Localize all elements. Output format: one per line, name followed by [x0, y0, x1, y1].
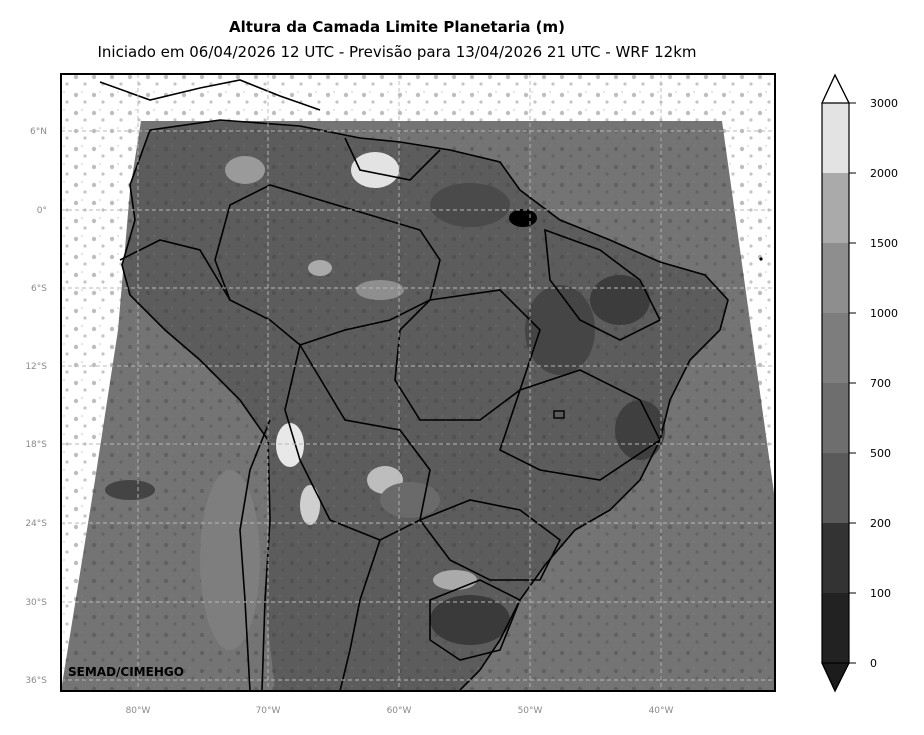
- longitude-labels: 80°W 70°W 60°W 50°W 40°W: [126, 706, 674, 716]
- lat-tick-label: 12°S: [25, 362, 47, 372]
- lat-tick-label: 24°S: [25, 519, 47, 529]
- colorbar-label: 700: [870, 377, 891, 390]
- political-borders: [99, 79, 729, 691]
- colorbar-label: 1500: [870, 237, 898, 250]
- colorbar-segments: [822, 103, 849, 663]
- lon-tick-label: 70°W: [256, 706, 281, 716]
- colorbar-max-extend: [821, 73, 850, 104]
- graticule: [61, 74, 775, 691]
- colorbar-segment: [822, 453, 849, 523]
- lon-tick-label: 40°W: [649, 706, 674, 716]
- colorbar-ticks: [849, 102, 856, 664]
- map-title: Altura da Camada Limite Planetaria (m): [228, 18, 566, 36]
- colorbar-label: 1000: [870, 307, 898, 320]
- colorbar-label: 500: [870, 447, 891, 460]
- lat-tick-label: 30°S: [25, 598, 47, 608]
- map-field: SEMAD/CIMEHGO: [61, 74, 775, 691]
- lat-tick-label: 0°: [37, 206, 47, 216]
- colorbar-min-extend: [821, 662, 850, 693]
- colorbar-label: 0: [870, 657, 877, 670]
- colorbar-segment: [822, 593, 849, 663]
- watermark-label: SEMAD/CIMEHGO: [68, 665, 184, 679]
- lat-tick-label: 18°S: [25, 440, 47, 450]
- latitude-labels: 6°N 0° 6°S 12°S 18°S 24°S 30°S 36°S: [25, 127, 47, 686]
- colorbar-label: 200: [870, 517, 891, 530]
- colorbar-segment: [822, 523, 849, 593]
- lat-tick-label: 6°S: [31, 284, 47, 294]
- colorbar-segment: [822, 173, 849, 243]
- lon-tick-label: 60°W: [387, 706, 412, 716]
- lon-tick-label: 80°W: [126, 706, 151, 716]
- colorbar-segment: [822, 243, 849, 313]
- colorbar-label: 2000: [870, 167, 898, 180]
- colorbar-label: 100: [870, 587, 891, 600]
- colorbar: 0 100 200 500 700 1000 1500 2000 3000: [821, 73, 898, 693]
- map-subtitle: Iniciado em 06/04/2026 12 UTC - Previsão…: [97, 43, 697, 61]
- colorbar-labels: 0 100 200 500 700 1000 1500 2000 3000: [870, 97, 898, 670]
- lat-tick-label: 6°N: [30, 127, 47, 137]
- colorbar-label: 3000: [870, 97, 898, 110]
- pblh-contours: [105, 152, 665, 650]
- colorbar-segment: [822, 103, 849, 173]
- colorbar-segment: [822, 313, 849, 383]
- lon-tick-label: 50°W: [518, 706, 543, 716]
- colorbar-segment: [822, 383, 849, 453]
- map-frame: [60, 73, 776, 692]
- lat-tick-label: 36°S: [25, 676, 47, 686]
